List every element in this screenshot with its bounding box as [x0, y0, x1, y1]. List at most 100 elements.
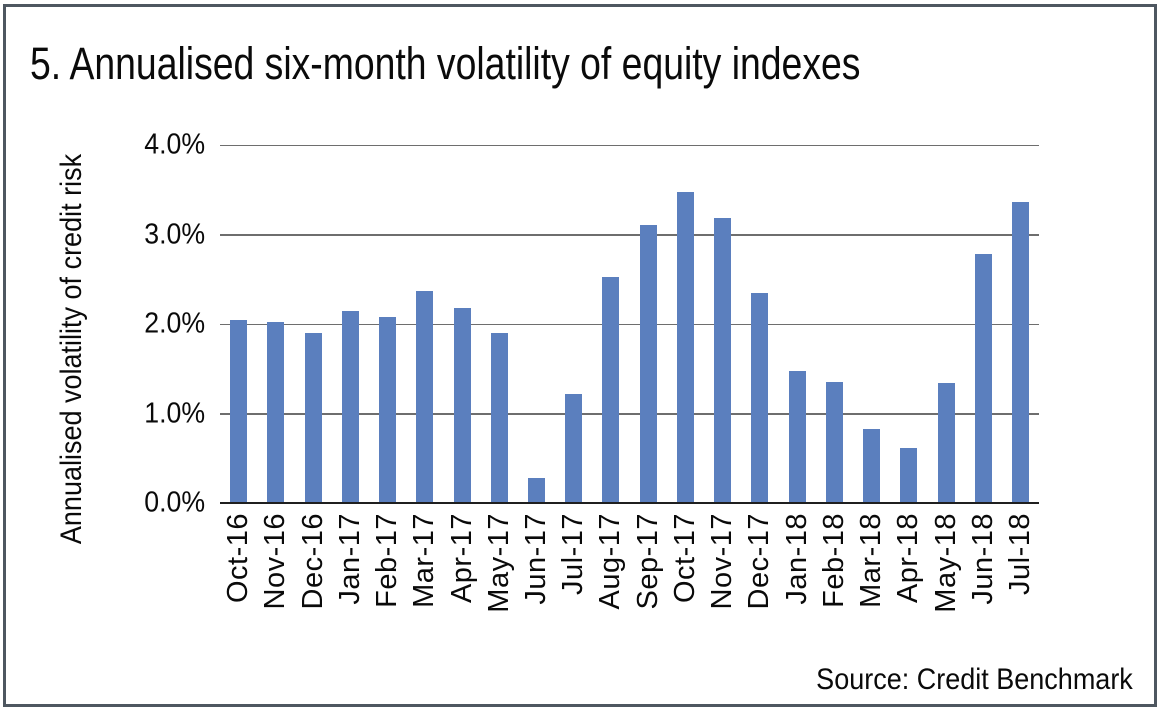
- gridline: [220, 323, 1039, 325]
- y-tick-label: 3.0%: [144, 218, 205, 250]
- bar-May-18: [937, 383, 955, 503]
- bar-Feb-18: [825, 382, 843, 503]
- x-tick-label: Mar-18: [855, 513, 888, 608]
- x-tick-slot: Mar-17: [406, 513, 443, 608]
- bar-slot: [779, 145, 816, 503]
- x-tick-slot: Jun-18: [965, 513, 1002, 605]
- x-tick-label: Mar-17: [408, 513, 441, 608]
- x-tick-label: Apr-18: [892, 513, 925, 604]
- bar-Dec-16: [304, 332, 322, 503]
- x-tick-label: Jan-17: [333, 513, 366, 605]
- x-tick-label: Apr-17: [445, 513, 478, 604]
- bar-slot: [443, 145, 480, 503]
- bar-Mar-18: [863, 428, 881, 503]
- chart-title: 5. Annualised six-month volatility of eq…: [30, 38, 861, 89]
- x-tick-label: Nov-16: [259, 513, 292, 610]
- bar-slot: [332, 145, 369, 503]
- y-tick-label: 1.0%: [144, 397, 205, 429]
- x-tick-label: Jul-18: [1004, 513, 1037, 595]
- y-tick-label: 2.0%: [144, 307, 205, 340]
- bar-slot: [704, 145, 741, 503]
- bar-slot: [741, 145, 778, 503]
- bar-slot: [816, 145, 853, 503]
- bar-Mar-17: [416, 290, 434, 503]
- x-tick-label: Jun-17: [519, 513, 552, 605]
- bar-Apr-18: [900, 447, 918, 503]
- x-tick-slot: Nov-16: [257, 513, 294, 610]
- bar-slot: [555, 145, 592, 503]
- gridline: [220, 413, 1039, 415]
- x-tick-label: Sep-17: [631, 513, 664, 610]
- y-tick-label: 4.0%: [144, 128, 205, 161]
- bar-Feb-17: [379, 316, 397, 503]
- x-axis-tick-labels: Oct-16 Nov-16 Dec-16 Jan-17 Feb-17 Mar-17 Apr-…: [220, 513, 1039, 625]
- y-tick-label: 0.0%: [144, 486, 205, 519]
- bar-slot: [965, 145, 1002, 503]
- bar-slot: [220, 145, 257, 503]
- bar-Oct-16: [230, 319, 248, 503]
- bar-Dec-17: [751, 292, 769, 503]
- source-note: Source: Credit Benchmark: [816, 663, 1133, 696]
- x-tick-slot: Jan-17: [332, 513, 369, 605]
- y-axis-tick-labels: 0.0% 1.0% 2.0% 3.0% 4.0%: [6, 130, 205, 517]
- bar-slot: [481, 145, 518, 503]
- x-tick-slot: Jan-18: [779, 513, 816, 605]
- x-tick-slot: Aug-17: [592, 513, 629, 610]
- x-tick-slot: Jul-18: [1002, 513, 1039, 595]
- bar-slot: [257, 145, 294, 503]
- bar-slot: [927, 145, 964, 503]
- x-tick-slot: Oct-16: [220, 513, 257, 603]
- x-tick-label: Feb-18: [817, 513, 850, 608]
- bar-slot: [518, 145, 555, 503]
- x-tick-slot: May-18: [927, 513, 964, 613]
- bar-slot: [853, 145, 890, 503]
- bar-Nov-17: [714, 218, 732, 503]
- x-tick-label: Jun-18: [966, 513, 999, 605]
- gridline: [220, 234, 1039, 236]
- x-tick-label: Jul-17: [557, 513, 590, 595]
- gridline: [220, 144, 1039, 146]
- x-tick-label: Dec-17: [743, 513, 776, 610]
- x-tick-slot: Mar-18: [853, 513, 890, 608]
- bar-series: [220, 145, 1039, 503]
- x-tick-slot: Apr-18: [890, 513, 927, 603]
- bar-slot: [630, 145, 667, 503]
- bar-Oct-17: [676, 192, 694, 503]
- bar-Apr-17: [453, 307, 471, 503]
- x-tick-label: May-17: [482, 513, 515, 613]
- bar-Jul-18: [1012, 202, 1030, 503]
- x-tick-slot: Nov-17: [704, 513, 741, 610]
- x-tick-slot: Dec-17: [741, 513, 778, 610]
- x-tick-label: Nov-17: [706, 513, 739, 610]
- plot-area: [220, 144, 1039, 504]
- x-tick-slot: Jul-17: [555, 513, 592, 595]
- x-tick-label: Dec-16: [296, 513, 329, 610]
- x-axis-line: [220, 502, 1039, 504]
- chart-frame: 5. Annualised six-month volatility of eq…: [3, 4, 1157, 707]
- x-tick-label: Jan-18: [780, 513, 813, 605]
- bar-slot: [890, 145, 927, 503]
- gridlines: [220, 144, 1039, 503]
- bar-slot: [406, 145, 443, 503]
- bar-Nov-16: [267, 322, 285, 503]
- bar-slot: [369, 145, 406, 503]
- bar-slot: [1002, 145, 1039, 503]
- x-tick-slot: Oct-17: [667, 513, 704, 603]
- bar-Sep-17: [639, 224, 657, 503]
- bar-Jan-17: [341, 311, 359, 503]
- bar-slot: [294, 145, 331, 503]
- bar-slot: [592, 145, 629, 503]
- x-tick-slot: Jun-17: [518, 513, 555, 605]
- bar-Jul-17: [565, 393, 583, 503]
- x-tick-label: Aug-17: [594, 513, 627, 610]
- x-tick-slot: Dec-16: [294, 513, 331, 610]
- bar-May-17: [490, 332, 508, 503]
- x-tick-slot: Feb-17: [369, 513, 406, 608]
- bar-Jun-17: [527, 477, 545, 503]
- x-tick-label: Feb-17: [371, 513, 404, 608]
- bar-Aug-17: [602, 277, 620, 503]
- bar-Jan-18: [788, 371, 806, 503]
- x-tick-label: Oct-16: [222, 513, 255, 604]
- x-tick-label: Oct-17: [668, 513, 701, 604]
- bar-slot: [667, 145, 704, 503]
